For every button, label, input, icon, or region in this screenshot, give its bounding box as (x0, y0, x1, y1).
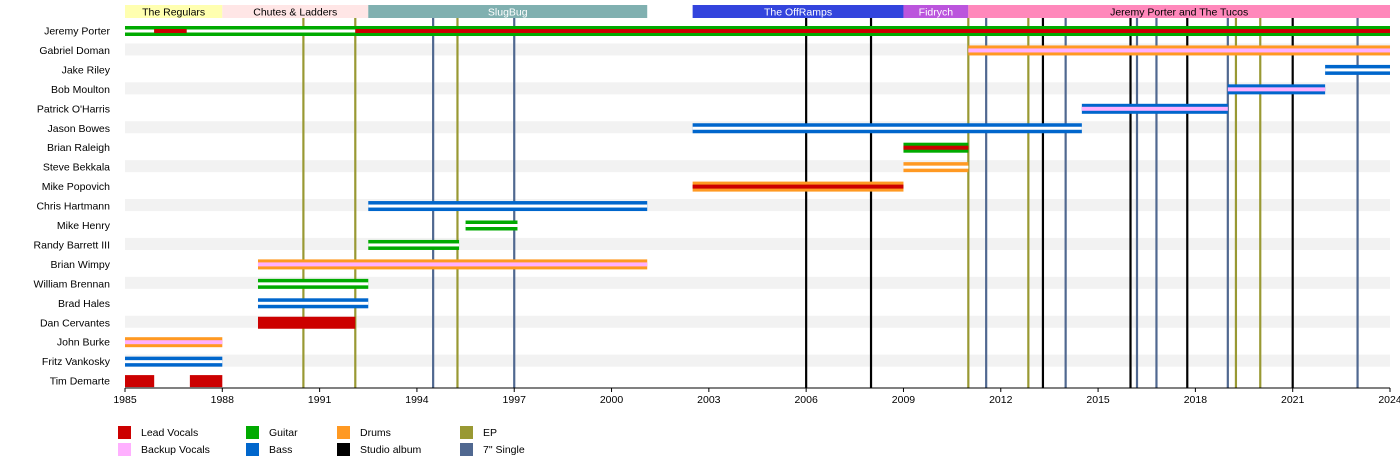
band-label: Chutes & Ladders (253, 7, 337, 19)
member-label: Mike Popovich (42, 181, 110, 193)
member-label: Chris Hartmann (36, 201, 110, 213)
member-bar-stripe (125, 360, 223, 364)
member-label: Brad Hales (58, 298, 110, 310)
member-bar-stripe (154, 29, 187, 33)
member-label: Mike Henry (57, 220, 111, 232)
row-stripe (125, 276, 1390, 289)
member-bar-stripe (125, 340, 223, 345)
member-bar-stripe (1081, 106, 1228, 111)
member-bar (257, 316, 356, 329)
member-bar (189, 375, 223, 388)
x-tick-label: 2012 (989, 394, 1013, 406)
x-tick-label: 2015 (1086, 394, 1110, 406)
member-label: Brian Raleigh (47, 142, 110, 154)
x-tick-label: 1994 (405, 394, 429, 406)
x-tick-label: 1997 (503, 394, 527, 406)
member-bar-stripe (903, 165, 969, 169)
x-tick-label: 2003 (697, 394, 721, 406)
band-block (125, 5, 223, 18)
member-label: Randy Barrett III (34, 239, 110, 251)
x-tick-label: 2009 (892, 394, 916, 406)
x-tick-label: 1985 (113, 394, 137, 406)
member-bar-stripe (465, 224, 518, 227)
row-stripe (125, 160, 1390, 173)
x-tick-label: 2021 (1281, 394, 1305, 406)
band-block (222, 5, 369, 18)
member-bar-stripe (692, 126, 1082, 130)
member-label: Brian Wimpy (50, 259, 110, 271)
member-bar-stripe (355, 29, 1390, 33)
row-stripe (125, 237, 1390, 250)
x-tick-label: 2000 (600, 394, 624, 406)
band-label: SlugBug (488, 7, 528, 19)
member-label: Jeremy Porter (44, 26, 110, 38)
row-stripe (125, 354, 1390, 367)
member-bar-stripe (968, 48, 1390, 53)
band-block (692, 5, 904, 18)
x-tick-label: 2024 (1378, 394, 1400, 406)
member-bar-stripe (692, 184, 904, 189)
member-bar-stripe (368, 243, 460, 247)
x-tick-label: 1988 (211, 394, 235, 406)
band-block (968, 5, 1390, 18)
row-stripe (125, 315, 1390, 328)
band-block (903, 5, 969, 18)
member-label: Jason Bowes (48, 123, 110, 135)
member-bar-stripe (257, 282, 369, 286)
member-label: John Burke (57, 337, 110, 349)
band-label: Fidrych (919, 7, 954, 19)
band-label: The OffRamps (764, 7, 832, 19)
member-bar-stripe (903, 145, 969, 150)
member-bar-stripe (257, 262, 648, 267)
member-label: Fritz Vankosky (42, 356, 111, 368)
x-tick-label: 2006 (794, 394, 818, 406)
member-bar-stripe (257, 301, 369, 305)
band-label: The Regulars (142, 7, 205, 19)
member-label: Bob Moulton (51, 84, 110, 96)
member-label: William Brennan (34, 278, 111, 290)
member-label: Patrick O'Harris (37, 103, 110, 115)
member-label: Jake Riley (62, 64, 111, 76)
band-label: Jeremy Porter and The Tucos (1110, 7, 1248, 19)
row-stripe (125, 199, 1390, 212)
x-tick-label: 2018 (1184, 394, 1208, 406)
member-bar (125, 375, 155, 388)
row-stripe (125, 82, 1390, 95)
member-bar-stripe (1227, 87, 1326, 92)
member-label: Steve Bekkala (43, 162, 110, 174)
member-bar-stripe (368, 204, 648, 208)
x-tick-label: 1991 (308, 394, 332, 406)
member-label: Tim Demarte (50, 376, 110, 388)
member-label: Gabriel Doman (39, 45, 110, 57)
band-block (368, 5, 648, 18)
member-label: Dan Cervantes (40, 317, 110, 329)
member-bar-stripe (1325, 68, 1390, 72)
